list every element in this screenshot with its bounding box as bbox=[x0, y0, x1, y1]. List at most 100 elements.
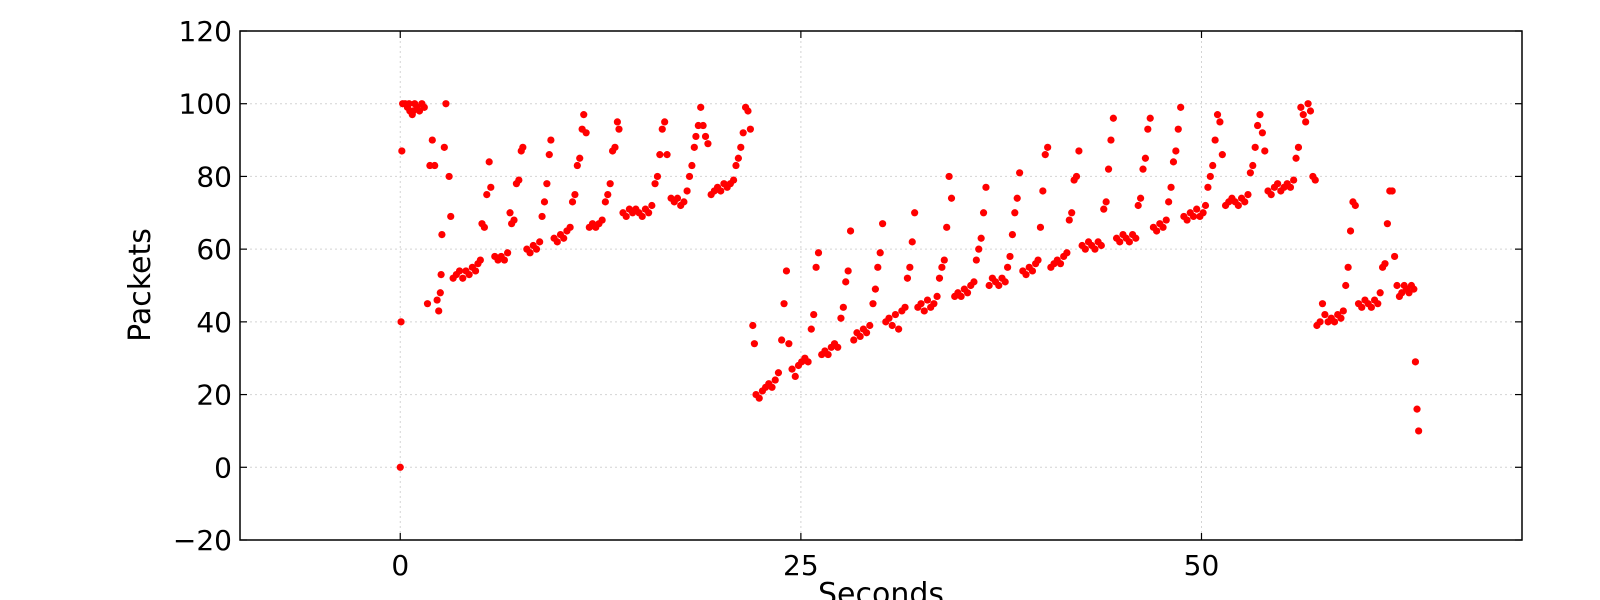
data-point bbox=[560, 234, 568, 242]
data-point bbox=[908, 238, 916, 246]
data-point bbox=[515, 176, 523, 184]
data-point bbox=[850, 336, 858, 344]
data-point bbox=[397, 318, 405, 326]
data-point bbox=[780, 300, 788, 308]
data-point bbox=[436, 289, 444, 297]
data-point bbox=[440, 143, 448, 151]
data-point bbox=[947, 194, 956, 202]
data-point bbox=[553, 238, 561, 246]
data-point bbox=[536, 238, 544, 246]
data-point bbox=[504, 249, 512, 257]
data-point bbox=[995, 281, 1003, 290]
data-point bbox=[1234, 201, 1242, 210]
data-point bbox=[972, 256, 980, 264]
y-tick-label: 100 bbox=[179, 88, 232, 121]
y-tick-label: 80 bbox=[196, 160, 232, 193]
data-point bbox=[1256, 111, 1264, 119]
data-point bbox=[658, 125, 666, 133]
data-point bbox=[1165, 198, 1173, 206]
data-point bbox=[437, 270, 445, 279]
data-point bbox=[601, 198, 609, 206]
data-point bbox=[540, 198, 549, 206]
data-point bbox=[1388, 187, 1396, 195]
data-point bbox=[1172, 147, 1180, 155]
data-point bbox=[1144, 125, 1152, 133]
data-point bbox=[785, 340, 793, 348]
data-point bbox=[598, 216, 606, 224]
data-point bbox=[739, 129, 747, 137]
data-point bbox=[837, 314, 845, 322]
x-tick-label: 50 bbox=[1184, 549, 1220, 582]
data-point bbox=[1177, 103, 1185, 111]
data-point bbox=[455, 267, 464, 275]
data-point bbox=[782, 267, 791, 275]
data-point bbox=[500, 256, 509, 264]
data-point bbox=[1006, 252, 1014, 261]
data-point bbox=[920, 307, 928, 315]
data-point bbox=[1274, 180, 1282, 188]
data-point bbox=[568, 198, 577, 206]
data-point bbox=[405, 100, 413, 108]
data-point bbox=[804, 358, 812, 366]
x-axis-label: Seconds bbox=[818, 577, 944, 600]
data-point bbox=[1075, 147, 1083, 155]
data-point bbox=[1174, 125, 1182, 133]
data-point bbox=[1001, 278, 1009, 286]
data-point bbox=[975, 245, 983, 253]
data-point bbox=[788, 365, 796, 373]
data-point bbox=[1169, 158, 1178, 166]
data-point bbox=[1056, 260, 1065, 268]
data-point bbox=[1109, 114, 1117, 122]
data-point bbox=[1068, 209, 1076, 217]
data-point bbox=[398, 147, 406, 155]
data-point bbox=[1213, 111, 1222, 119]
y-tick-label: 40 bbox=[196, 306, 232, 339]
data-point bbox=[791, 372, 799, 380]
data-point bbox=[729, 176, 738, 184]
data-point bbox=[1415, 427, 1423, 435]
data-point bbox=[580, 111, 588, 119]
data-point bbox=[1337, 314, 1345, 322]
data-point bbox=[1011, 209, 1019, 217]
data-point bbox=[940, 256, 948, 264]
data-point bbox=[774, 369, 783, 377]
data-point bbox=[431, 161, 439, 170]
data-point bbox=[519, 143, 527, 151]
data-point bbox=[807, 325, 815, 333]
data-point bbox=[1081, 245, 1089, 253]
data-point bbox=[538, 212, 546, 221]
data-point bbox=[1044, 143, 1052, 151]
data-point bbox=[1125, 238, 1133, 246]
data-point bbox=[1216, 118, 1224, 126]
data-point bbox=[485, 158, 493, 166]
data-point bbox=[824, 350, 832, 359]
data-point bbox=[447, 212, 455, 221]
data-point bbox=[938, 263, 946, 271]
data-point bbox=[1022, 270, 1030, 279]
data-point bbox=[545, 151, 553, 159]
data-point bbox=[1139, 165, 1147, 173]
data-point bbox=[435, 307, 443, 315]
data-point bbox=[480, 223, 488, 231]
data-point bbox=[917, 300, 925, 308]
data-point bbox=[869, 300, 877, 308]
data-point bbox=[1241, 198, 1249, 206]
data-point bbox=[1204, 183, 1212, 191]
data-point bbox=[1097, 241, 1105, 250]
data-point bbox=[1211, 136, 1219, 144]
data-point bbox=[1189, 212, 1198, 221]
data-point bbox=[979, 209, 988, 217]
data-point bbox=[433, 296, 441, 304]
data-point bbox=[582, 129, 590, 137]
data-point bbox=[885, 314, 893, 322]
data-point bbox=[778, 336, 786, 344]
data-point bbox=[1346, 227, 1355, 235]
data-point bbox=[1039, 187, 1047, 195]
data-point bbox=[1306, 107, 1315, 115]
data-point bbox=[566, 223, 574, 231]
data-point bbox=[1253, 121, 1262, 130]
data-point bbox=[683, 187, 691, 195]
data-point bbox=[856, 332, 864, 340]
data-point bbox=[1410, 285, 1418, 293]
data-point bbox=[879, 220, 887, 228]
